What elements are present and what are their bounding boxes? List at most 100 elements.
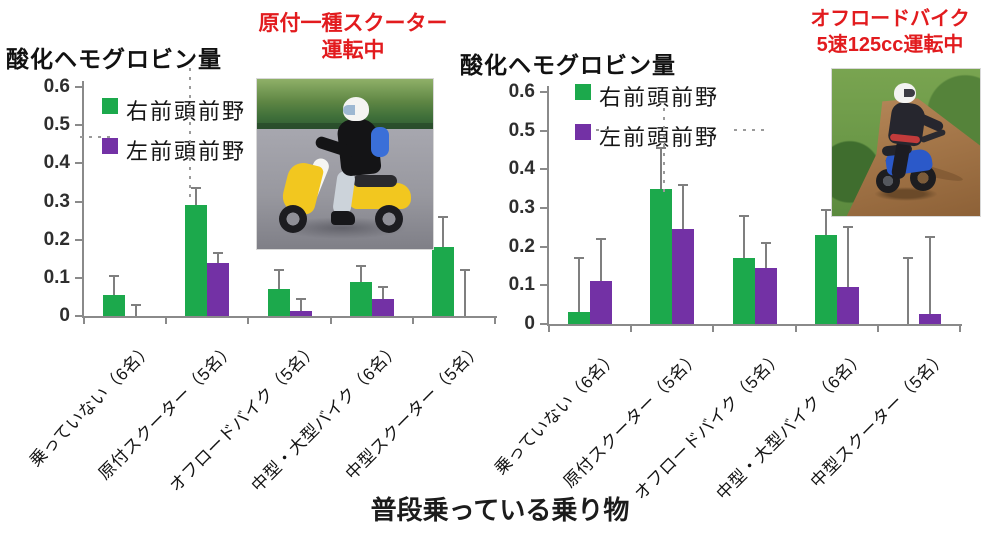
left-chart-title: 酸化ヘモグロビン量 [6,46,222,72]
y-axis-tick [540,323,547,325]
y-axis-tick [75,200,82,203]
error-bar-cap [902,257,913,260]
y-tick-label: 0.5 [508,119,535,141]
y-axis-tick [540,91,547,93]
bar [371,299,394,316]
y-tick-label: 0.4 [508,158,535,180]
error-bar [299,298,302,311]
legend-label: 右前頭前野 [126,99,247,124]
scooter-seat [353,175,397,187]
y-axis-tick [75,124,82,127]
legend-swatch [575,84,591,100]
scooter-rider-photo [257,79,433,249]
error-bar [764,242,767,268]
bar [814,235,837,324]
error-bar [463,270,466,316]
error-bar [846,227,849,287]
caption-line: 原付一種スクーター [258,12,448,35]
legend-label: 左前頭前野 [126,139,247,164]
bar [431,247,454,316]
bar [590,281,613,324]
y-axis-tick [75,315,82,317]
error-bar-cap [437,215,448,218]
x-axis-tick [83,318,85,324]
y-tick-label: 0.4 [43,152,70,174]
scooter-rear-body [349,183,411,209]
y-axis-tick [75,238,82,241]
dotted-leader-right-horizontal [596,129,612,131]
helmet-visor [343,105,355,115]
y-tick-label: 0.5 [43,114,70,136]
helmet-visor [904,89,915,97]
caption-line: 5速125cc運転中 [816,34,964,56]
error-bar-cap [213,252,224,255]
x-axis-title: 普段乗っている乗り物 [370,495,630,525]
dotted-leader-right-horizontal [734,129,766,131]
error-bar [906,258,909,324]
x-axis-line [547,324,962,326]
error-bar [600,238,603,281]
error-bar-cap [355,265,366,268]
left-photo-caption: 原付一種スクーター 運転中 [240,10,466,64]
error-bar [824,209,827,235]
y-axis-tick [540,284,547,287]
category-label: 中型スクーター（5名） [806,347,952,492]
error-bar [441,216,444,247]
caption-line: オフロードバイク [810,8,970,30]
x-axis-tick [165,318,168,324]
rear-wheel [375,205,403,233]
y-tick-label: 0.1 [43,266,70,288]
error-bar [359,266,362,282]
x-axis-tick [494,318,496,324]
x-axis-tick [959,326,961,332]
x-axis-tick [794,326,797,332]
x-axis-tick [630,326,633,332]
dotted-leader-left-vertical [189,68,191,202]
x-axis-tick [329,318,332,324]
error-bar-cap [924,236,935,238]
error-bar [578,258,581,312]
front-wheel [279,205,307,233]
error-bar-cap [656,147,667,150]
error-bar [135,304,138,316]
bar [836,287,859,324]
legend-label: 左前頭前野 [599,125,720,150]
bar [267,289,290,316]
error-bar-cap [377,286,388,289]
offroad-bike-rider-photo [832,69,980,216]
bar [754,268,777,324]
bar [103,295,126,316]
dotted-leader-left-horizontal [80,136,110,138]
backpack [371,127,389,157]
bar [732,258,755,324]
error-bar-cap [678,183,689,186]
error-bar [381,287,384,299]
bar [349,282,372,316]
bar [207,263,230,316]
error-bar-cap [574,257,585,260]
error-bar [928,237,931,314]
y-axis-tick [75,162,82,165]
category-label: 乗っていない（6名） [490,347,623,479]
x-axis-tick [712,326,715,332]
x-axis-line [82,316,497,318]
x-axis-tick [876,326,879,332]
legend-swatch [575,124,591,140]
rider-boot [331,211,355,225]
y-tick-label: 0.6 [508,81,535,102]
error-bar [742,215,745,258]
bar [918,314,941,324]
bar [672,229,695,324]
category-label: 中型・大型バイク（6名） [712,347,869,504]
y-tick-label: 0 [59,305,70,326]
error-bar-cap [820,208,831,211]
y-axis-tick [540,168,547,171]
bar [650,189,673,324]
category-label: 原付スクーター（5名） [560,347,705,492]
error-bar-cap [273,269,284,272]
bar [568,312,591,324]
y-axis-tick [75,86,82,88]
y-axis-line [82,81,84,318]
